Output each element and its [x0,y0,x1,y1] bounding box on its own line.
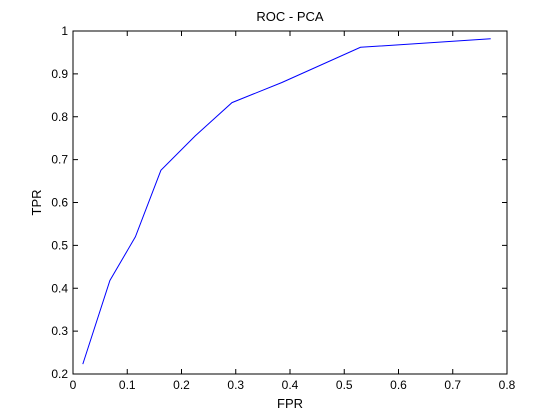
y-tick-label: 0.5 [51,238,68,252]
chart-title: ROC - PCA [256,9,324,24]
y-tick-label: 0.9 [51,67,68,81]
tick-labels-layer: 0 0.1 0.2 0.3 0.4 0.5 0.6 0.7 0.8 0.2 0.3 0.4 0.5 0.6… [51,24,515,392]
y-tick-label: 0.4 [51,281,68,295]
ticks-layer [72,30,508,375]
y-tick-label: 0.3 [51,324,68,338]
x-tick-label: 0.5 [336,378,353,392]
y-tick-label: 0.2 [51,367,68,381]
y-tick-label: 0.7 [51,153,68,167]
y-tick-label: 0.6 [51,196,68,210]
x-tick-label: 0.2 [173,378,190,392]
x-tick-label: 0.7 [444,378,461,392]
x-axis-title: FPR [277,396,303,411]
y-axis-title: TPR [29,190,44,216]
roc-series-line [82,38,491,365]
plot-area [72,30,508,375]
y-tick-label: 0.8 [51,110,68,124]
x-tick-label: 0 [70,378,77,392]
x-tick-label: 0.1 [119,378,136,392]
y-tick-label: 1 [61,24,68,38]
x-tick-label: 0.3 [227,378,244,392]
x-tick-label: 0.4 [282,378,299,392]
x-tick-label: 0.6 [390,378,407,392]
x-tick-label: 0.8 [499,378,516,392]
